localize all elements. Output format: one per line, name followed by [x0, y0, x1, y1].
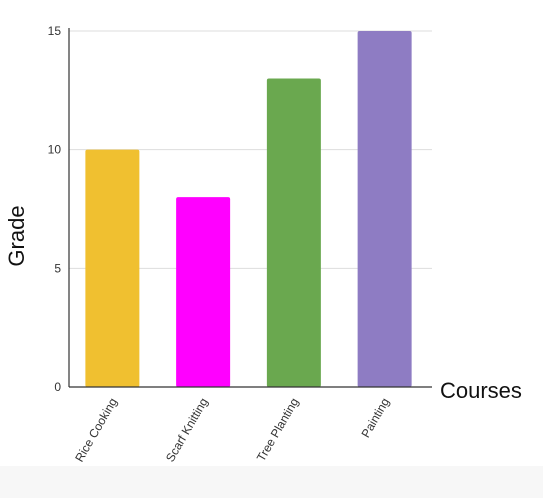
x-tick-label: Tree Planting	[254, 396, 302, 464]
bar-chart: 0 5 10 15 Rice Cooking Scarf Knitting Tree Pl…	[4, 24, 522, 465]
x-axis-title: Courses	[440, 378, 522, 403]
bars	[85, 31, 412, 387]
y-tick-label: 0	[54, 380, 61, 394]
x-tick-label: Scarf Knitting	[163, 396, 211, 465]
bar-rice-cooking	[85, 149, 140, 387]
axes	[68, 28, 432, 388]
y-tick-labels: 0 5 10 15	[48, 24, 62, 394]
x-tick-label: Painting	[358, 396, 392, 441]
bar-scarf-knitting	[176, 197, 231, 387]
y-tick-label: 10	[48, 143, 62, 157]
bar-painting	[357, 31, 412, 387]
x-tick-label: Rice Cooking	[72, 396, 120, 465]
footer-strip	[0, 466, 543, 498]
y-axis-title: Grade	[4, 205, 29, 266]
y-tick-label: 15	[48, 24, 62, 38]
bar-tree-planting	[266, 78, 321, 387]
y-tick-label: 5	[54, 261, 61, 275]
x-tick-labels: Rice Cooking Scarf Knitting Tree Planting P…	[72, 396, 392, 465]
